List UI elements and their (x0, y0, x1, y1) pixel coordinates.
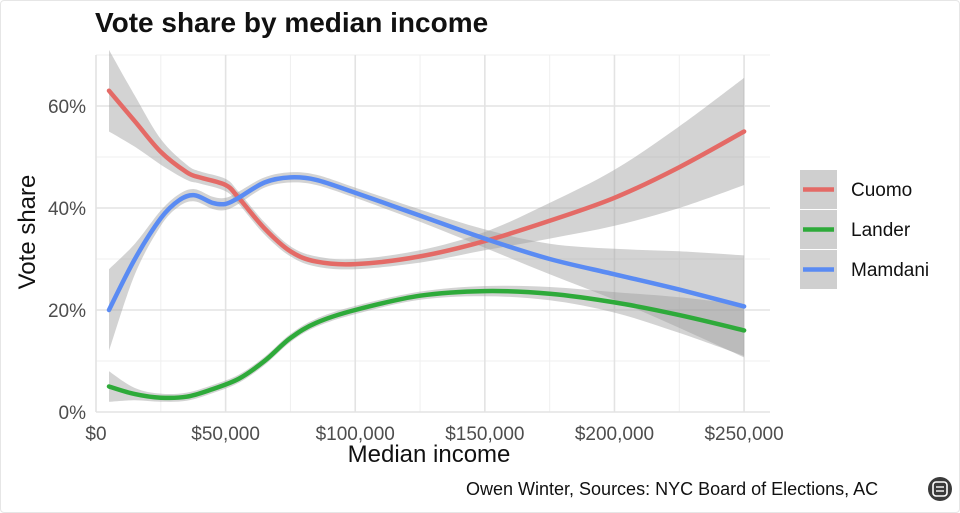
series-line-cuomo (106, 88, 747, 267)
y-axis-title: Vote share (14, 175, 41, 290)
confidence-band-cuomo (109, 49, 745, 270)
confidence-band-mamdani (109, 172, 745, 358)
x-tick-label: $50,000 (191, 424, 260, 445)
x-tick-label: $200,000 (575, 424, 654, 445)
x-tick-label: $150,000 (445, 424, 524, 445)
series-line-mamdani (106, 175, 747, 313)
y-tick-label: 60% (48, 97, 86, 118)
series-line-lander (106, 288, 747, 401)
x-tick-label: $0 (85, 424, 106, 445)
x-tick-label: $250,000 (704, 424, 783, 445)
legend-label: Mamdani (851, 260, 929, 281)
legend: Cuomo Lander Mamdani (800, 170, 929, 289)
y-tick-label: 20% (48, 301, 86, 322)
y-tick-label: 40% (48, 199, 86, 220)
grid (95, 54, 770, 413)
y-tick-label: 0% (59, 403, 87, 424)
y-axis-ticks: 0% 20% 40% 60% (48, 97, 86, 424)
legend-item-cuomo: Cuomo (800, 170, 912, 209)
overlay-badge-icon (928, 477, 952, 501)
x-axis-ticks: $0 $50,000 $100,000 $150,000 $200,000 $250,00… (85, 424, 783, 445)
x-axis-title: Median income (348, 441, 511, 468)
legend-item-mamdani: Mamdani (800, 250, 929, 289)
legend-label: Cuomo (851, 180, 912, 201)
series-lines (106, 88, 747, 401)
chart-title: Vote share by median income (95, 7, 488, 38)
chart-caption: Owen Winter, Sources: NYC Board of Elect… (466, 479, 878, 499)
legend-label: Lander (851, 220, 911, 241)
confidence-bands (109, 49, 745, 402)
legend-item-lander: Lander (800, 210, 911, 249)
x-tick-label: $100,000 (316, 424, 395, 445)
